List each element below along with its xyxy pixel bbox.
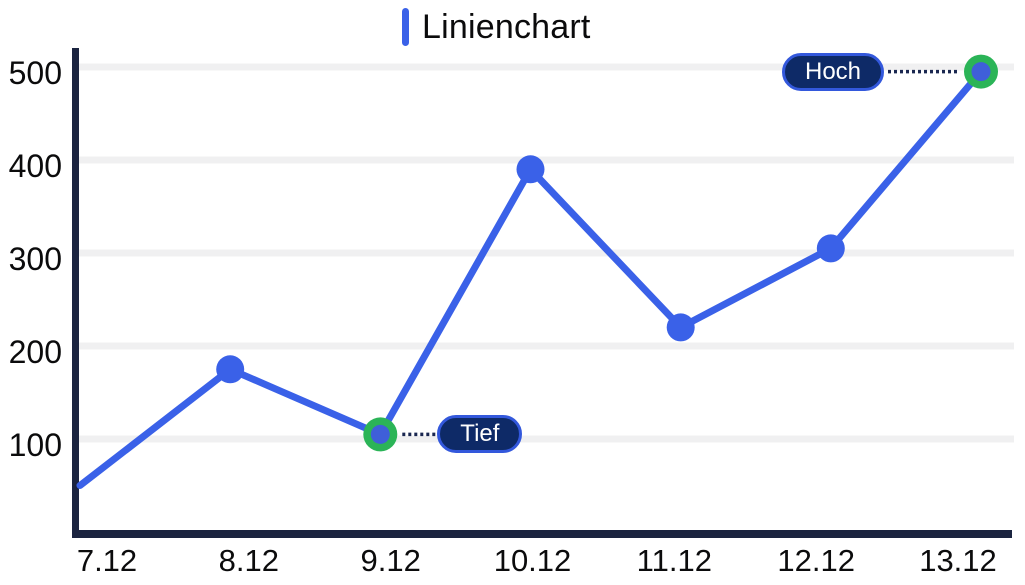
y-axis (72, 48, 79, 538)
x-tick-label: 9.12 (360, 543, 421, 578)
callout-hoch-label: Hoch (805, 57, 862, 85)
callout-hoch: Hoch (782, 52, 885, 91)
x-tick-label: 10.12 (493, 543, 572, 578)
data-line (76, 68, 985, 489)
x-tick-label: 12.12 (777, 543, 855, 578)
callout-tief: Tief (437, 415, 523, 454)
highlight-marker-core (370, 424, 390, 444)
x-axis (72, 530, 1012, 538)
y-tick-label: 300 (8, 241, 62, 277)
gridline (79, 249, 1014, 257)
data-point-marker (216, 355, 245, 384)
gridline (79, 156, 1014, 164)
legend-accent-bar (402, 8, 409, 46)
data-point-marker (516, 155, 545, 184)
y-tick-label: 400 (8, 148, 62, 184)
chart-title: Linienchart (422, 7, 591, 46)
y-tick-label: 200 (8, 334, 62, 370)
gridline (79, 63, 1014, 71)
x-tick-label: 8.12 (218, 543, 279, 578)
y-tick-label: 500 (8, 55, 62, 91)
x-tick-label: 11.12 (636, 543, 712, 578)
data-point-marker (816, 234, 845, 263)
x-tick-label: 13.12 (919, 543, 997, 578)
data-point-marker (666, 313, 695, 342)
gridline (79, 342, 1014, 350)
x-tick-label: 7.12 (76, 543, 138, 578)
chart-legend: Linienchart (402, 7, 591, 47)
highlight-marker-core (971, 62, 991, 82)
gridline (79, 435, 1014, 443)
callout-tief-label: Tief (460, 420, 500, 448)
y-tick-label: 100 (8, 427, 62, 463)
